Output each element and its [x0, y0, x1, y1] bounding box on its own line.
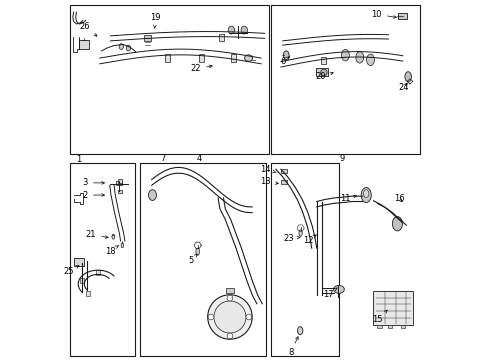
Ellipse shape — [405, 72, 412, 82]
Bar — [116, 181, 122, 185]
Bar — [140, 163, 266, 356]
Text: 2: 2 — [83, 190, 104, 199]
Text: 4: 4 — [196, 154, 202, 163]
Circle shape — [227, 295, 233, 301]
Text: 17: 17 — [323, 288, 337, 298]
Bar — [118, 179, 122, 183]
Ellipse shape — [342, 49, 349, 61]
Bar — [377, 324, 382, 328]
Text: 13: 13 — [260, 177, 278, 186]
Bar — [281, 169, 287, 173]
Circle shape — [208, 314, 214, 320]
Bar — [373, 291, 413, 325]
Bar — [74, 258, 84, 266]
Circle shape — [208, 295, 252, 339]
Text: 5: 5 — [189, 254, 197, 265]
Bar — [281, 180, 287, 184]
Bar — [271, 163, 339, 356]
Bar — [317, 68, 328, 76]
Text: 20: 20 — [316, 72, 333, 81]
Ellipse shape — [297, 327, 303, 334]
Ellipse shape — [392, 217, 402, 231]
Ellipse shape — [196, 248, 199, 255]
Ellipse shape — [228, 26, 235, 34]
Bar — [70, 5, 270, 154]
Text: 11: 11 — [340, 194, 356, 203]
Ellipse shape — [364, 190, 369, 198]
Text: 12: 12 — [303, 235, 316, 246]
Bar — [166, 54, 171, 62]
Bar — [144, 36, 151, 41]
Bar — [80, 278, 84, 283]
Bar — [199, 54, 204, 62]
Text: 19: 19 — [150, 13, 161, 28]
Text: 22: 22 — [191, 64, 212, 73]
Text: 3: 3 — [82, 178, 104, 187]
Bar — [398, 13, 407, 19]
Circle shape — [246, 314, 252, 320]
Bar — [118, 190, 122, 193]
Bar — [96, 270, 100, 275]
Ellipse shape — [148, 190, 156, 201]
Ellipse shape — [299, 230, 302, 236]
Bar — [271, 5, 420, 154]
Ellipse shape — [245, 55, 252, 61]
Text: 15: 15 — [372, 310, 388, 324]
Text: 14: 14 — [260, 166, 276, 175]
Circle shape — [227, 333, 233, 339]
Circle shape — [214, 301, 246, 333]
Text: 7: 7 — [161, 154, 166, 163]
Ellipse shape — [283, 51, 289, 59]
Bar — [219, 34, 224, 41]
Ellipse shape — [121, 243, 123, 248]
Bar — [79, 40, 89, 49]
Ellipse shape — [367, 54, 374, 66]
Ellipse shape — [119, 44, 123, 49]
Text: 26: 26 — [79, 22, 97, 36]
Text: 9: 9 — [340, 154, 345, 163]
Bar — [70, 163, 135, 356]
Bar — [231, 54, 236, 62]
Text: 10: 10 — [371, 10, 396, 19]
Ellipse shape — [126, 45, 131, 51]
Text: 1: 1 — [76, 155, 81, 164]
Bar — [226, 288, 234, 293]
Text: 18: 18 — [105, 245, 119, 256]
Ellipse shape — [112, 234, 115, 239]
Ellipse shape — [320, 69, 327, 76]
Ellipse shape — [241, 26, 247, 34]
Text: 16: 16 — [394, 194, 405, 203]
Text: 8: 8 — [288, 337, 298, 357]
Text: 25: 25 — [63, 266, 79, 276]
Bar — [401, 324, 405, 328]
Bar — [321, 57, 326, 64]
Ellipse shape — [356, 51, 364, 63]
Text: 21: 21 — [86, 230, 108, 239]
Bar — [271, 163, 339, 356]
Bar — [388, 324, 392, 328]
Text: 6: 6 — [280, 57, 290, 66]
Ellipse shape — [334, 285, 344, 293]
Bar — [86, 291, 90, 296]
Text: 24: 24 — [399, 83, 409, 92]
Ellipse shape — [361, 188, 371, 203]
Text: 23: 23 — [284, 234, 300, 243]
